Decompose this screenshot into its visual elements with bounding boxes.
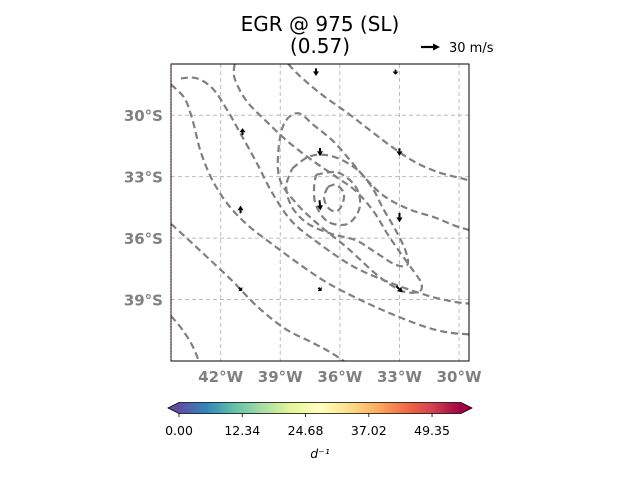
quiver-key-label: 30 m/s xyxy=(449,41,494,56)
wind-vector-head xyxy=(237,205,244,211)
wind-vector-head xyxy=(238,286,243,292)
wind-vector xyxy=(396,212,403,223)
contour-line xyxy=(171,315,200,361)
map-frame xyxy=(170,63,470,362)
colorbar-label: d⁻¹ xyxy=(310,446,330,461)
colorbar-ticks: 0.00 12.34 24.68 37.02 49.35 xyxy=(165,413,450,438)
wind-vector-head xyxy=(317,151,323,157)
wind-vector xyxy=(317,286,322,292)
longitude-tick-labels: 42°W 39°W 36°W 33°W 30°W xyxy=(198,368,482,386)
wind-vector-head xyxy=(317,205,323,211)
lat-tick-label: 36°S xyxy=(124,230,163,248)
wind-vector-head xyxy=(396,217,403,223)
wind-vector xyxy=(392,69,399,75)
contour-line xyxy=(171,222,345,361)
contours xyxy=(171,64,469,361)
lat-tick-label: 33°S xyxy=(124,169,163,187)
colorbar-gradient xyxy=(179,402,461,414)
lon-tick-label: 36°W xyxy=(317,368,362,386)
wind-vector-shaft xyxy=(238,287,241,290)
wind-vector xyxy=(317,147,323,157)
lon-tick-label: 39°W xyxy=(258,368,303,386)
wind-vector xyxy=(313,68,320,76)
contour-line xyxy=(287,64,469,182)
contour-line xyxy=(322,183,346,213)
wind-vector-head xyxy=(392,71,399,75)
wind-vector-head xyxy=(313,71,320,76)
quiver-key: 30 m/s xyxy=(421,41,494,56)
wind-vector xyxy=(317,200,323,211)
colorbar-tick-label: 24.68 xyxy=(288,423,324,438)
lat-tick-label: 39°S xyxy=(124,292,163,310)
contour-line xyxy=(232,64,469,294)
wind-vector xyxy=(238,286,243,292)
wind-vector xyxy=(237,205,244,214)
colorbar-tick-label: 37.02 xyxy=(351,423,387,438)
colorbar: 0.00 12.34 24.68 37.02 49.35 d⁻¹ xyxy=(165,402,473,461)
colorbar-tick-label: 49.35 xyxy=(414,423,450,438)
colorbar-extend-high xyxy=(461,402,472,414)
colorbar-extend-low xyxy=(168,402,179,414)
contour-line xyxy=(171,83,469,336)
wind-vectors xyxy=(237,68,403,293)
wind-vector-shaft xyxy=(395,285,400,290)
map-area xyxy=(170,63,470,362)
wind-vector-shaft xyxy=(317,287,321,290)
wind-vector xyxy=(395,285,403,293)
chart-subtitle: (0.57) xyxy=(290,34,350,58)
wind-vector-head xyxy=(239,128,246,133)
colorbar-tick-label: 0.00 xyxy=(165,423,193,438)
lon-tick-label: 42°W xyxy=(198,368,243,386)
gridlines xyxy=(171,64,469,361)
lat-tick-label: 30°S xyxy=(124,107,163,125)
latitude-tick-labels: 30°S 33°S 36°S 39°S xyxy=(124,107,163,309)
wind-vector xyxy=(396,148,403,156)
wind-vector-head xyxy=(396,151,403,156)
wind-vector-head xyxy=(317,286,322,292)
wind-vector xyxy=(239,128,246,136)
contour-line xyxy=(180,76,469,305)
contour-line xyxy=(312,170,362,227)
contour-line xyxy=(285,153,410,268)
wind-vector-head xyxy=(396,286,403,293)
colorbar-tick-label: 12.34 xyxy=(224,423,260,438)
lon-tick-label: 30°W xyxy=(437,368,482,386)
lon-tick-label: 33°W xyxy=(377,368,422,386)
chart-title: EGR @ 975 (SL) xyxy=(241,12,400,36)
